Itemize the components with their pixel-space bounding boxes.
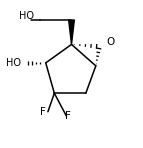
Text: O: O	[107, 37, 115, 47]
Text: F: F	[40, 107, 46, 117]
Text: F: F	[65, 111, 71, 121]
Polygon shape	[69, 20, 74, 44]
Text: HO: HO	[19, 11, 34, 21]
Text: HO: HO	[6, 58, 21, 68]
